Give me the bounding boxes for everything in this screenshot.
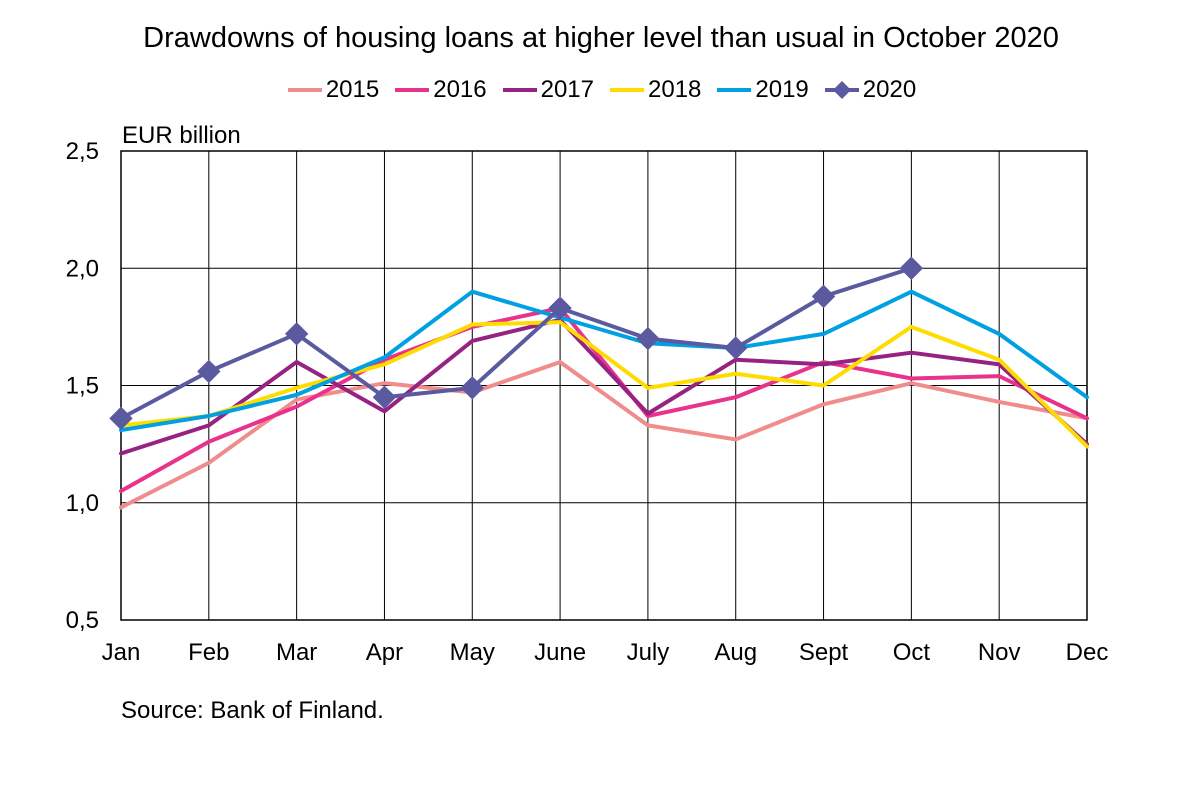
series-2020-point	[372, 385, 397, 409]
y-tick-label: 1,0	[66, 490, 99, 517]
x-tick-label: Nov	[978, 639, 1021, 666]
x-tick-label: May	[450, 639, 495, 666]
legend-label: 2018	[648, 76, 702, 103]
series-2016-line	[119, 306, 1089, 494]
x-tick-label: Apr	[366, 639, 403, 666]
series-2020-point	[109, 406, 133, 431]
y-tick-label: 1,5	[66, 373, 99, 400]
legend-label: 2015	[325, 76, 380, 103]
legend-label: 2017	[540, 76, 594, 103]
legend: 2015 2016 2017 2018 2019 2020	[0, 76, 1202, 104]
x-tick-label: July	[627, 639, 670, 666]
x-tick-label: Sept	[799, 639, 849, 666]
legend-swatch	[610, 88, 644, 92]
series-2020-point	[284, 322, 309, 346]
x-tick-label: Dec	[1066, 639, 1109, 666]
series-2019-line	[119, 289, 1089, 433]
x-tick-label: Oct	[893, 639, 931, 666]
series-2020-point	[724, 336, 748, 360]
legend-label: 2016	[433, 76, 487, 103]
legend-item-2016: 2016	[393, 76, 487, 104]
x-tick-label: Mar	[276, 639, 317, 666]
series-2020-point	[548, 296, 572, 320]
series-2020-point	[460, 376, 484, 400]
legend-item-2020: 2020	[823, 76, 916, 104]
plot-frame	[120, 150, 1088, 621]
y-tick-label: 0,5	[66, 607, 99, 634]
series-2020-point	[636, 326, 660, 351]
chart-title: Drawdowns of housing loans at higher lev…	[143, 22, 1059, 54]
x-tick-label: June	[534, 639, 586, 666]
series-2020-line	[119, 266, 914, 421]
legend-item-2019: 2019	[715, 76, 809, 104]
legend-swatch	[717, 88, 752, 92]
source-note: Source: Bank of Finland.	[121, 697, 384, 724]
legend-swatch	[287, 88, 322, 92]
legend-label: 2019	[755, 76, 809, 103]
legend-swatch	[502, 88, 537, 92]
series-2018-line	[119, 320, 1089, 449]
x-tick-label: Aug	[714, 639, 757, 666]
series-2020-point	[899, 256, 924, 280]
y-tick-label: 2,0	[66, 255, 99, 282]
legend-item-2018: 2018	[608, 76, 701, 104]
legend-item-2015: 2015	[286, 76, 379, 104]
series-2020-point	[197, 359, 221, 384]
series-2017-line	[119, 317, 1089, 456]
x-tick-label: Jan	[102, 639, 141, 666]
y-axis-unit-label: EUR billion	[122, 122, 241, 149]
legend-swatch	[824, 81, 859, 99]
series-2015-line	[119, 360, 1089, 510]
legend-label: 2020	[862, 76, 917, 103]
legend-swatch	[395, 88, 430, 92]
y-tick-label: 2,5	[66, 138, 99, 165]
legend-item-2017: 2017	[501, 76, 594, 104]
series-2020-point	[811, 284, 836, 309]
x-tick-label: Feb	[188, 639, 229, 666]
